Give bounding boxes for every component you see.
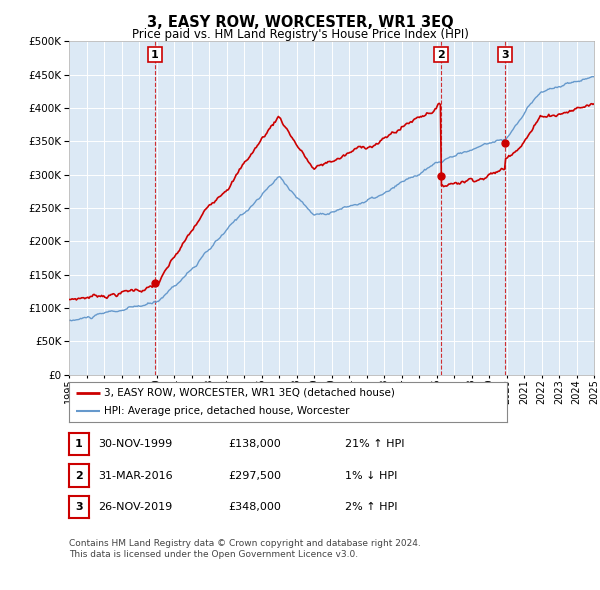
Text: 1% ↓ HPI: 1% ↓ HPI [345, 471, 397, 480]
Text: 3, EASY ROW, WORCESTER, WR1 3EQ (detached house): 3, EASY ROW, WORCESTER, WR1 3EQ (detache… [104, 388, 395, 398]
Text: 2: 2 [75, 471, 83, 480]
Text: HPI: Average price, detached house, Worcester: HPI: Average price, detached house, Worc… [104, 406, 350, 416]
Text: 1: 1 [75, 440, 83, 449]
Text: 2% ↑ HPI: 2% ↑ HPI [345, 502, 398, 512]
Text: £297,500: £297,500 [228, 471, 281, 480]
Text: This data is licensed under the Open Government Licence v3.0.: This data is licensed under the Open Gov… [69, 550, 358, 559]
Text: 3: 3 [501, 50, 509, 60]
Text: 3: 3 [75, 502, 83, 512]
Text: 30-NOV-1999: 30-NOV-1999 [98, 440, 172, 449]
Text: £348,000: £348,000 [228, 502, 281, 512]
Text: 26-NOV-2019: 26-NOV-2019 [98, 502, 172, 512]
Text: Price paid vs. HM Land Registry's House Price Index (HPI): Price paid vs. HM Land Registry's House … [131, 28, 469, 41]
Text: 1: 1 [151, 50, 159, 60]
Text: £138,000: £138,000 [228, 440, 281, 449]
Text: 2: 2 [437, 50, 445, 60]
Text: 31-MAR-2016: 31-MAR-2016 [98, 471, 172, 480]
Text: Contains HM Land Registry data © Crown copyright and database right 2024.: Contains HM Land Registry data © Crown c… [69, 539, 421, 548]
Text: 21% ↑ HPI: 21% ↑ HPI [345, 440, 404, 449]
Text: 3, EASY ROW, WORCESTER, WR1 3EQ: 3, EASY ROW, WORCESTER, WR1 3EQ [146, 15, 454, 30]
